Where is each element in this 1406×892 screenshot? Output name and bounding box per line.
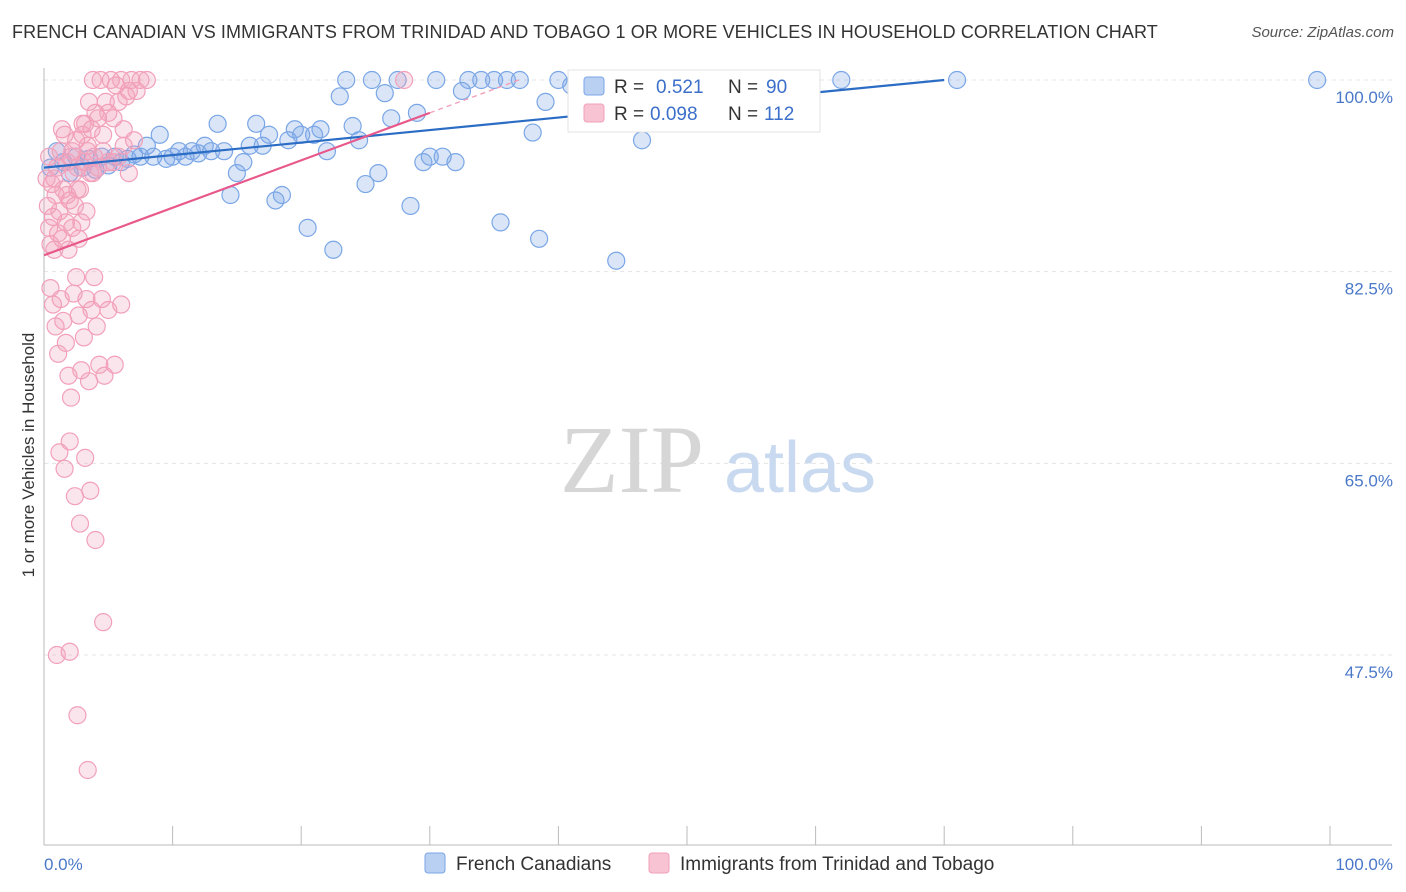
- pink-point-101: [74, 115, 91, 132]
- x-tick-label-1: 100.0%: [1335, 855, 1393, 874]
- pink-point-74: [86, 269, 103, 286]
- pink-point-81: [113, 296, 130, 313]
- pink-point-85: [66, 488, 83, 505]
- bottom-legend-swatch-blue: [425, 853, 445, 873]
- blue-point-44: [325, 241, 342, 258]
- blue-point-42: [312, 121, 329, 138]
- blue-point-89: [1309, 72, 1326, 89]
- pink-point-93: [69, 707, 86, 724]
- pink-point-83: [56, 460, 73, 477]
- legend-r-label-1: R =: [614, 104, 644, 125]
- y-tick-label-1: 82.5%: [1345, 280, 1393, 299]
- axes: [44, 68, 1392, 845]
- pink-point-89: [87, 532, 104, 549]
- y-tick-label-3: 47.5%: [1345, 663, 1393, 682]
- pink-point-95: [41, 148, 58, 165]
- pink-point-88: [82, 482, 99, 499]
- blue-point-70: [531, 230, 548, 247]
- legend-n-label-1: N =: [728, 104, 758, 125]
- pink-point-72: [81, 373, 98, 390]
- legend-r-label-0: R =: [614, 77, 644, 98]
- y-tick-label-2: 65.0%: [1345, 471, 1393, 490]
- blue-point-36: [273, 187, 290, 204]
- blue-point-87: [833, 72, 850, 89]
- pink-point-80: [106, 356, 123, 373]
- stats-legend: R = 0.521 N = 90 R = 0.098 N = 112: [568, 70, 820, 132]
- blue-point-69: [524, 124, 541, 141]
- blue-point-55: [402, 197, 419, 214]
- pink-point-84: [61, 433, 78, 450]
- pink-point-65: [63, 389, 80, 406]
- blue-point-68: [511, 72, 528, 89]
- blue-point-77: [608, 252, 625, 269]
- y-axis-title: 1 or more Vehicles in Household: [19, 333, 38, 578]
- pink-point-102: [79, 137, 96, 154]
- pink-point-62: [55, 312, 72, 329]
- legend-n-value-1: 112: [764, 104, 794, 125]
- pink-point-111: [396, 72, 413, 89]
- pink-point-67: [68, 269, 85, 286]
- blue-point-59: [428, 72, 445, 89]
- blue-point-30: [235, 154, 252, 171]
- bottom-legend-label-0: French Canadians: [456, 854, 611, 875]
- pink-point-92: [61, 643, 78, 660]
- blue-point-52: [376, 85, 393, 102]
- blue-point-61: [447, 154, 464, 171]
- pink-point-75: [88, 318, 105, 335]
- pink-point-90: [95, 614, 112, 631]
- pink-point-96: [46, 170, 63, 187]
- blue-point-51: [370, 165, 387, 182]
- pink-point-94: [79, 762, 96, 779]
- bottom-legend-label-1: Immigrants from Trinidad and Tobago: [680, 854, 994, 875]
- blue-point-50: [363, 72, 380, 89]
- pink-point-56: [138, 72, 155, 89]
- blue-point-26: [209, 115, 226, 132]
- y-tick-label-0: 100.0%: [1335, 88, 1393, 107]
- blue-point-88: [949, 72, 966, 89]
- pink-point-86: [72, 515, 89, 532]
- pink-point-51: [120, 165, 137, 182]
- watermark: ZIP atlas: [560, 406, 876, 513]
- pink-point-41: [95, 126, 112, 143]
- x-tick-label-0: 0.0%: [44, 855, 83, 874]
- legend-swatch-pink: [584, 104, 604, 122]
- series-trinidad-points: [38, 72, 413, 779]
- pink-point-99: [64, 143, 81, 160]
- scatter-chart: ZIP atlas 100.0%82.5%65.0%47.5%0.0% 100.0…: [0, 0, 1406, 892]
- tick-labels: 100.0% 82.5% 65.0% 47.5% 0.0% 100.0%: [44, 88, 1393, 874]
- series-legend: French Canadians Immigrants from Trinida…: [425, 853, 994, 875]
- pink-point-110: [120, 82, 137, 99]
- pink-point-109: [115, 137, 132, 154]
- pink-point-97: [54, 121, 71, 138]
- pink-point-31: [78, 203, 95, 220]
- blue-point-17: [151, 126, 168, 143]
- pink-point-103: [84, 165, 101, 182]
- pink-point-100: [69, 181, 86, 198]
- blue-point-66: [492, 214, 509, 231]
- blue-point-45: [331, 88, 348, 105]
- blue-point-71: [537, 93, 554, 110]
- watermark-zip: ZIP: [560, 406, 704, 513]
- bottom-legend-swatch-pink: [649, 853, 669, 873]
- pink-point-87: [77, 449, 94, 466]
- blue-point-46: [338, 72, 355, 89]
- legend-swatch-blue: [584, 77, 604, 95]
- legend-r-value-0: 0.521: [656, 77, 704, 98]
- legend-n-value-0: 90: [766, 77, 787, 98]
- legend-n-label-0: N =: [728, 77, 758, 98]
- legend-r-value-1: 0.098: [650, 104, 698, 125]
- watermark-atlas: atlas: [724, 428, 876, 508]
- blue-point-78: [633, 132, 650, 149]
- blue-point-34: [261, 126, 278, 143]
- blue-point-40: [299, 219, 316, 236]
- pink-point-63: [57, 334, 74, 351]
